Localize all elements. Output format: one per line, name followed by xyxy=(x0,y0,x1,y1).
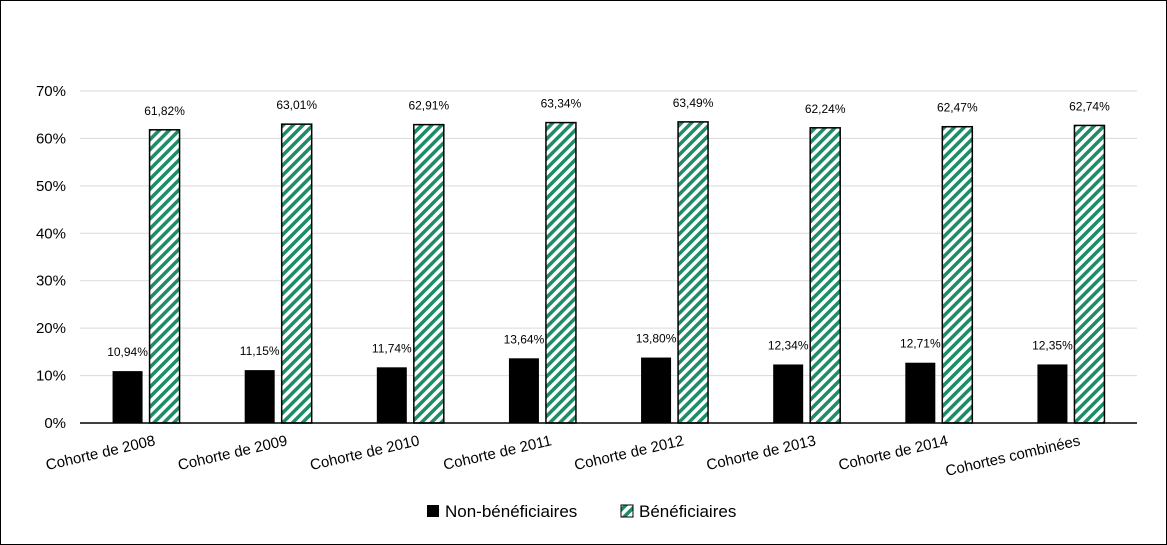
bar-non-beneficiaires xyxy=(112,371,143,423)
data-label-beneficiaires: 63,01% xyxy=(276,98,317,112)
x-axis: Cohorte de 2008 Cohorte de 2009 Cohorte de… xyxy=(44,422,1137,480)
bar-beneficiaires xyxy=(148,129,181,424)
x-tick-label: Cohorte de 2009 xyxy=(176,432,289,474)
data-label-non-beneficiaires: 12,35% xyxy=(1032,338,1073,352)
data-label-beneficiaires: 62,74% xyxy=(1069,99,1110,113)
y-tick-label: 50% xyxy=(36,178,66,195)
bar-non-beneficiaires xyxy=(244,370,275,423)
legend-label-beneficiaires: Bénéficiaires xyxy=(639,502,736,521)
x-tick-label: Cohorte de 2010 xyxy=(308,432,421,474)
bar-beneficiaires xyxy=(413,123,445,424)
data-label-non-beneficiaires: 13,80% xyxy=(636,332,677,346)
x-tick-label: Cohorte de 2013 xyxy=(705,432,818,474)
y-tick-label: 0% xyxy=(44,415,66,432)
bars xyxy=(112,121,1106,424)
gridlines xyxy=(80,90,1137,377)
data-labels: 10,94% 61,82% 11,15% 63,01% 11,74% 62,91% 13,6… xyxy=(107,96,1110,359)
bar-beneficiaires xyxy=(809,127,841,424)
bar-non-beneficiaires xyxy=(376,367,407,423)
legend-swatch-beneficiaires xyxy=(620,504,634,518)
data-label-non-beneficiaires: 13,64% xyxy=(504,332,545,346)
y-tick-label: 70% xyxy=(36,83,66,100)
data-label-non-beneficiaires: 10,94% xyxy=(107,345,148,359)
y-tick-label: 20% xyxy=(36,320,66,337)
data-label-beneficiaires: 61,82% xyxy=(144,104,185,118)
data-label-beneficiaires: 63,49% xyxy=(673,96,714,110)
bar-beneficiaires xyxy=(280,123,313,424)
data-label-beneficiaires: 62,24% xyxy=(805,102,846,116)
legend-label-non-beneficiaires: Non-bénéficiaires xyxy=(445,502,577,521)
data-label-non-beneficiaires: 11,74% xyxy=(372,341,412,355)
x-tick-label: Cohorte de 2008 xyxy=(44,432,157,474)
bar-beneficiaires xyxy=(941,125,974,424)
legend: Non-bénéficiaires Bénéficiaires xyxy=(427,502,736,521)
legend-swatch-non-beneficiaires xyxy=(427,505,439,517)
data-label-beneficiaires: 63,34% xyxy=(541,97,582,111)
data-label-beneficiaires: 62,91% xyxy=(408,99,449,113)
y-axis: 0% 10% 20% 30% 40% 50% 60% 70% xyxy=(36,83,66,432)
x-tick-label: Cohorte de 2012 xyxy=(573,432,686,474)
bar-beneficiaires xyxy=(677,121,709,424)
bar-beneficiaires xyxy=(545,121,577,424)
y-tick-label: 60% xyxy=(36,130,66,147)
data-label-non-beneficiaires: 12,34% xyxy=(768,338,809,352)
x-tick-label: Cohortes combinées xyxy=(944,432,1082,480)
x-tick-label: Cohorte de 2014 xyxy=(837,432,950,474)
bar-non-beneficiaires xyxy=(905,362,936,423)
data-label-beneficiaires: 62,47% xyxy=(937,101,978,115)
data-label-non-beneficiaires: 12,71% xyxy=(900,337,941,351)
y-tick-label: 30% xyxy=(36,273,66,290)
bar-non-beneficiaires xyxy=(773,364,804,423)
bar-beneficiaires xyxy=(1073,124,1106,424)
data-label-non-beneficiaires: 11,15% xyxy=(240,344,280,358)
bar-non-beneficiaires xyxy=(641,357,672,423)
y-tick-label: 10% xyxy=(36,368,66,385)
x-tick-label: Cohorte de 2011 xyxy=(442,432,554,473)
bar-non-beneficiaires xyxy=(1037,364,1068,423)
y-tick-label: 40% xyxy=(36,225,66,242)
bar-non-beneficiaires xyxy=(508,358,539,423)
